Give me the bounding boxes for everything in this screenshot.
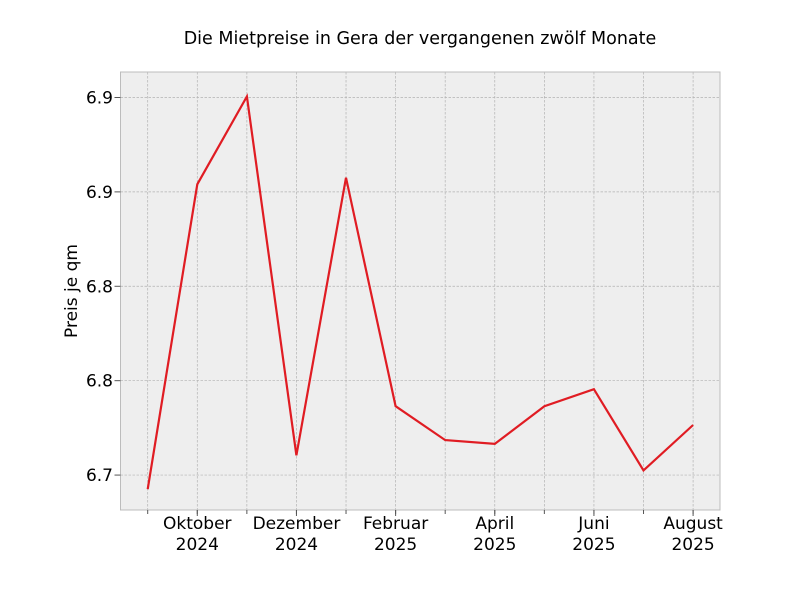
x-tick-label-year: 2025 [572, 535, 615, 555]
x-tick-label: April [475, 514, 514, 534]
x-tick-label: Februar [363, 514, 428, 534]
x-tick-label-year: 2024 [275, 535, 318, 555]
y-tick-label: 6.9 [86, 88, 113, 108]
y-tick-label: 6.8 [86, 372, 113, 392]
x-tick-label: Dezember [253, 514, 341, 534]
plot-frame [120, 71, 721, 511]
grid-layer [120, 72, 720, 510]
x-tick-label: Juni [577, 514, 609, 534]
y-tick-label: 6.8 [86, 277, 113, 297]
x-tick-label-year: 2025 [473, 535, 516, 555]
x-tick-label-year: 2024 [176, 535, 219, 555]
y-axis-label: Preis je qm [62, 244, 82, 338]
series-line [146, 93, 694, 490]
plot-area [120, 72, 720, 510]
chart-title: Die Mietpreise in Gera der vergangenen z… [184, 29, 657, 49]
y-tick-label: 6.7 [86, 466, 113, 486]
series-layer [146, 93, 694, 490]
x-tick-label-year: 2025 [671, 535, 714, 555]
x-tick-label: August [663, 514, 723, 534]
x-tick-label-year: 2025 [374, 535, 417, 555]
x-tick-label: Oktober [163, 514, 232, 534]
y-tick-label: 6.9 [86, 183, 113, 203]
ticks-layer: Oktober2024Dezember2024Februar2025April2… [86, 88, 723, 555]
